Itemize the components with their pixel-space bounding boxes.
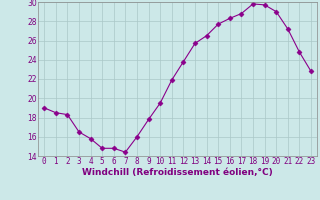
X-axis label: Windchill (Refroidissement éolien,°C): Windchill (Refroidissement éolien,°C) <box>82 168 273 177</box>
